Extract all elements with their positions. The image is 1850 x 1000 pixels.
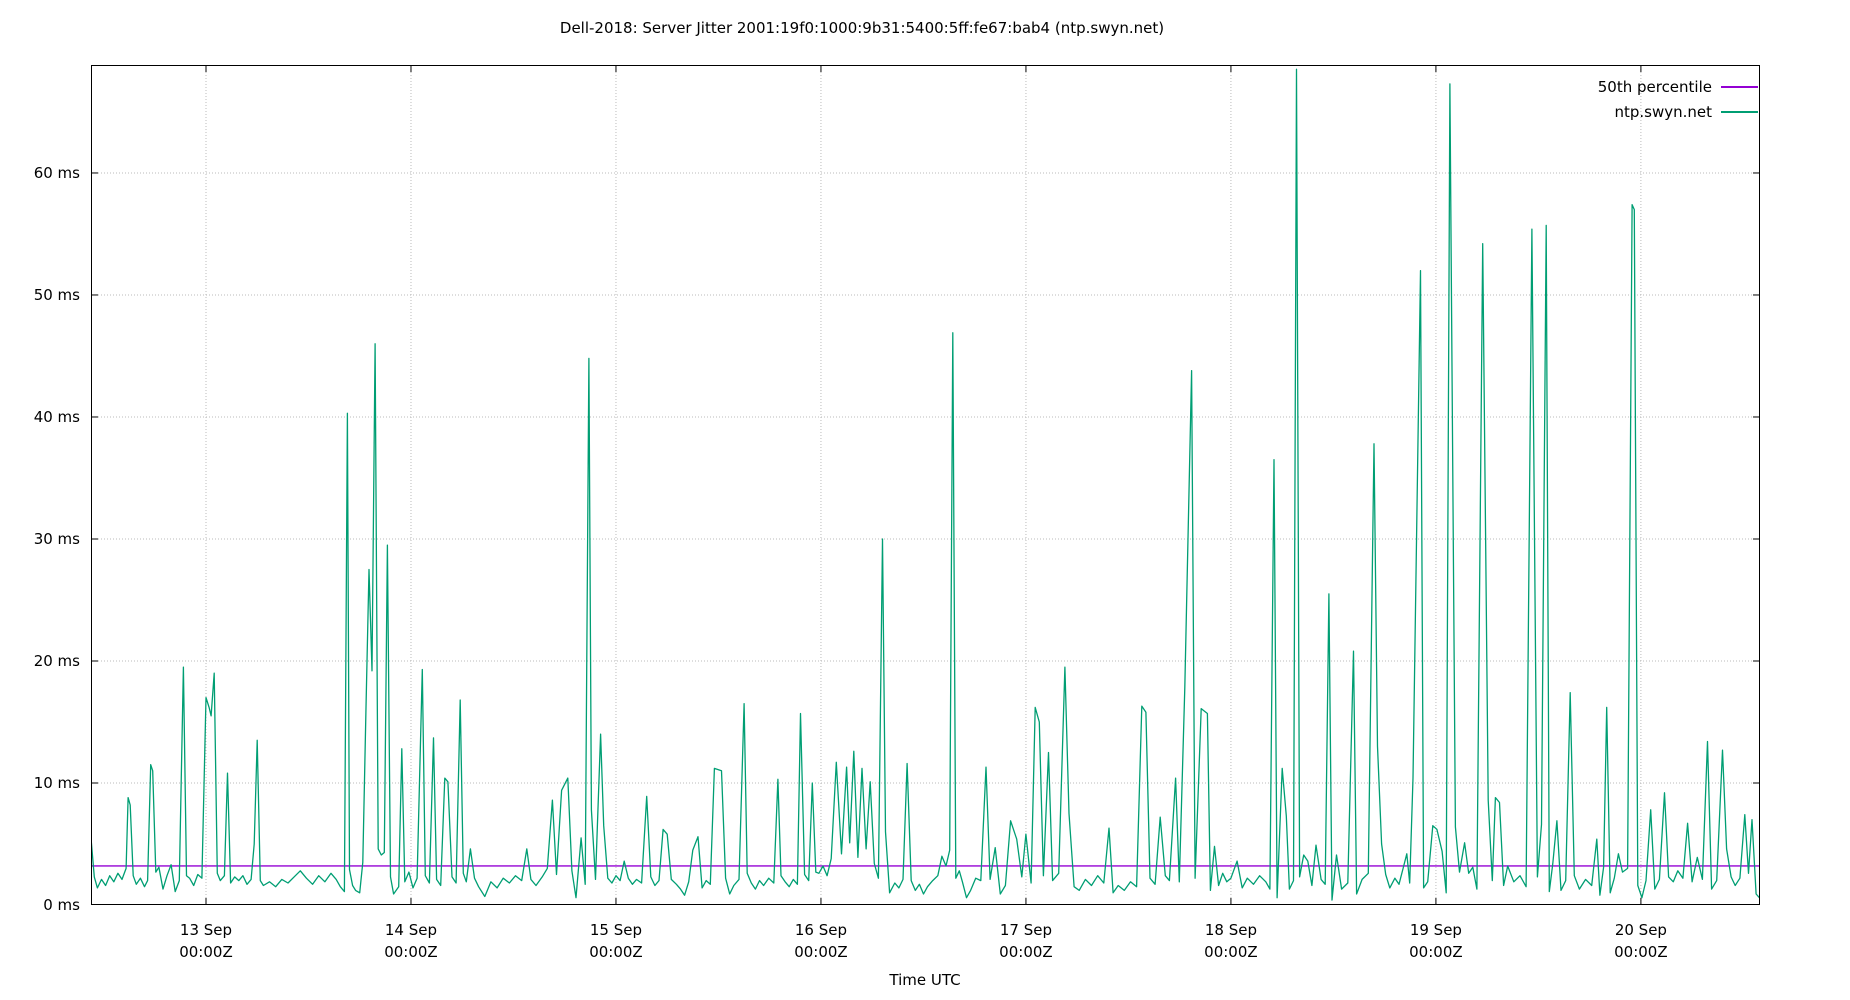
x-tick-date: 17 Sep <box>999 921 1052 939</box>
x-tick-date: 19 Sep <box>1409 921 1462 939</box>
y-tick-label: 50 ms <box>33 285 80 304</box>
x-tick-label: 20 Sep 00:00Z <box>1586 919 1696 963</box>
x-tick-date: 16 Sep <box>794 921 848 939</box>
y-tick-label: 20 ms <box>33 651 80 670</box>
legend-row: ntp.swyn.net <box>1598 99 1758 124</box>
x-tick-time: 00:00Z <box>1204 943 1258 961</box>
x-tick-time: 00:00Z <box>179 943 233 961</box>
x-tick-label: 15 Sep 00:00Z <box>561 919 671 963</box>
legend: 50th percentile ntp.swyn.net <box>1598 74 1758 124</box>
x-tick-label: 13 Sep 00:00Z <box>151 919 261 963</box>
legend-label: ntp.swyn.net <box>1614 102 1712 121</box>
x-tick-date: 13 Sep <box>179 921 233 939</box>
y-tick-label: 0 ms <box>43 896 80 914</box>
y-tick-label: 10 ms <box>33 773 80 792</box>
legend-label: 50th percentile <box>1597 77 1712 96</box>
legend-row: 50th percentile <box>1598 74 1758 99</box>
x-tick-date: 18 Sep <box>1204 921 1257 939</box>
chart-title: Dell-2018: Server Jitter 2001:19f0:1000:… <box>559 19 1165 37</box>
x-tick-label: 17 Sep 00:00Z <box>971 919 1081 963</box>
x-tick-time: 00:00Z <box>1614 943 1668 961</box>
legend-line-sample <box>1721 110 1758 113</box>
x-tick-label: 18 Sep 00:00Z <box>1176 919 1286 963</box>
x-tick-date: 15 Sep <box>589 921 643 939</box>
x-tick-time: 00:00Z <box>1409 943 1463 961</box>
y-tick-label: 60 ms <box>33 163 80 182</box>
jitter-series-line <box>91 68 1760 901</box>
plot-canvas <box>91 65 1760 905</box>
x-tick-date: 14 Sep <box>384 921 438 939</box>
y-tick-label: 40 ms <box>33 407 80 426</box>
x-tick-time: 00:00Z <box>794 943 848 961</box>
x-tick-time: 00:00Z <box>589 943 643 961</box>
legend-line-sample <box>1721 85 1758 88</box>
y-tick-label: 30 ms <box>33 529 80 548</box>
x-tick-label: 14 Sep 00:00Z <box>356 919 466 963</box>
x-tick-time: 00:00Z <box>999 943 1053 961</box>
x-tick-time: 00:00Z <box>384 943 438 961</box>
plot-border <box>91 65 1760 905</box>
x-tick-date: 20 Sep <box>1614 921 1667 939</box>
x-tick-label: 16 Sep 00:00Z <box>766 919 876 963</box>
x-axis-title: Time UTC <box>889 971 961 989</box>
x-tick-label: 19 Sep 00:00Z <box>1381 919 1491 963</box>
